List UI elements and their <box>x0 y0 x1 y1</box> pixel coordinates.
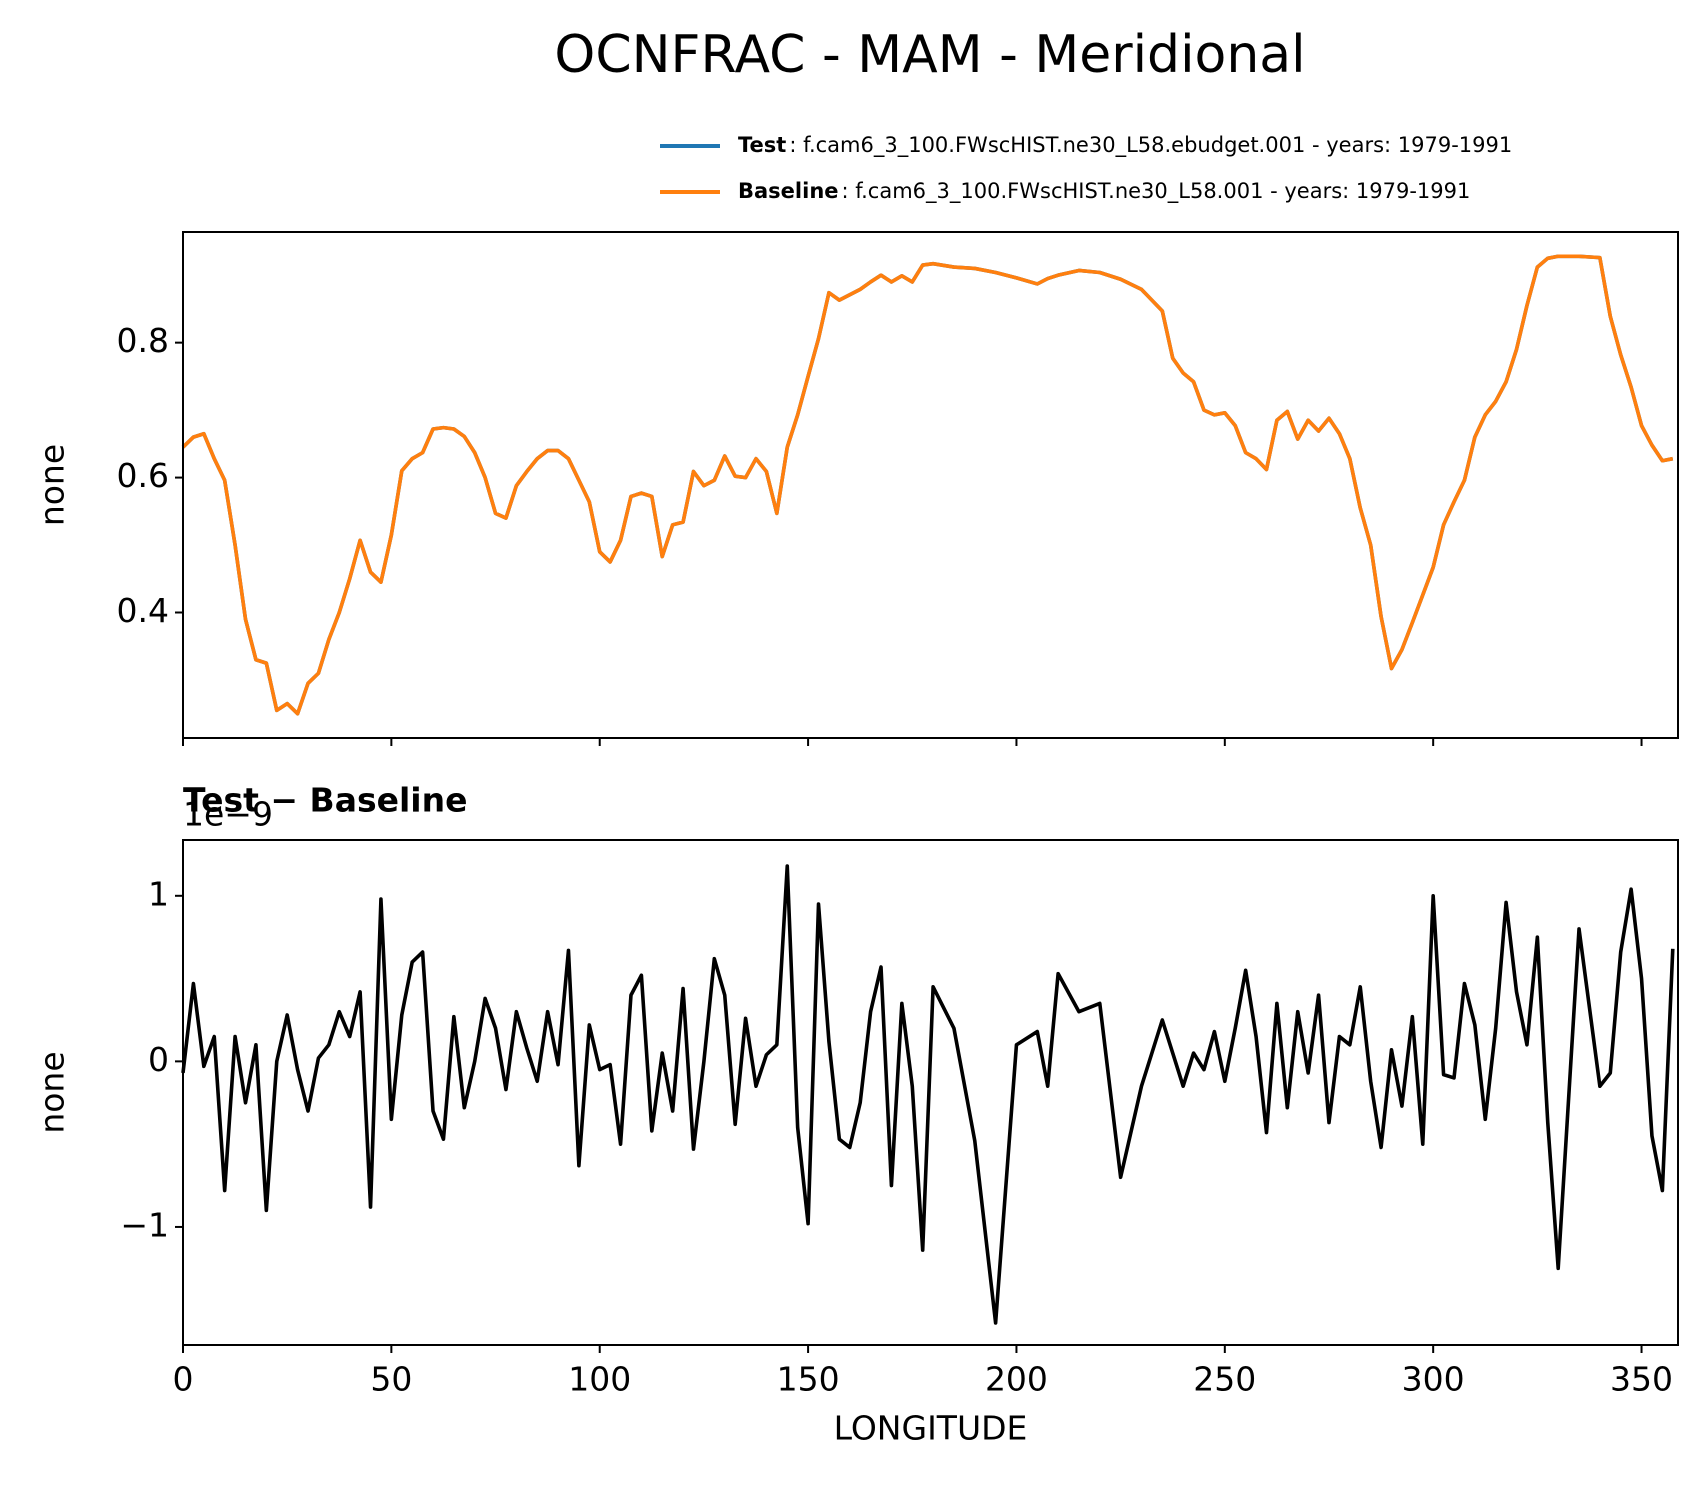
legend-name: Baseline <box>738 179 839 203</box>
y-axis-label: none <box>33 1051 72 1133</box>
x-axis-label: LONGITUDE <box>834 1409 1028 1448</box>
series-line <box>181 254 1674 716</box>
legend-description: : f.cam6_3_100.FWscHIST.ne30_L58.ebudget… <box>789 133 1512 158</box>
y-tick-label: 0.8 <box>117 321 169 360</box>
x-tick-label: 150 <box>777 1360 840 1399</box>
x-tick-label: 350 <box>1610 1360 1673 1399</box>
x-tick-label: 200 <box>985 1360 1048 1399</box>
legend-description: : f.cam6_3_100.FWscHIST.ne30_L58.001 - y… <box>842 179 1471 204</box>
y-tick-label: 0 <box>148 1040 169 1079</box>
y-tick-label: 1 <box>148 874 169 913</box>
subplot-title: Test − Baseline <box>183 781 468 820</box>
figure-title: OCNFRAC - MAM - Meridional <box>554 25 1305 85</box>
offset-text: 1e−9 <box>183 795 273 834</box>
y-tick-label: 0.6 <box>117 456 169 495</box>
axes-frame <box>182 231 1679 739</box>
legend-name: Test <box>738 133 786 157</box>
x-tick-label: 50 <box>370 1360 412 1399</box>
y-tick-label: −1 <box>120 1205 169 1244</box>
axes-frame <box>182 839 1679 1346</box>
x-tick-label: 100 <box>568 1360 631 1399</box>
x-tick-label: 0 <box>173 1360 194 1399</box>
y-axis-label: none <box>33 444 72 526</box>
y-tick-label: 0.4 <box>117 591 169 630</box>
series-line <box>181 864 1675 1325</box>
series-line <box>181 254 1674 716</box>
x-tick-label: 300 <box>1402 1360 1465 1399</box>
x-tick-label: 250 <box>1193 1360 1256 1399</box>
